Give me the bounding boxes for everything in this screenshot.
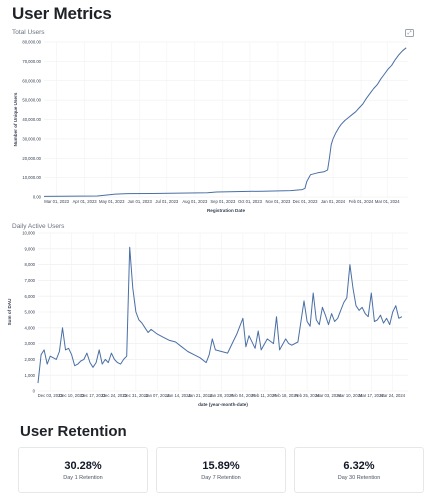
page-title: User Metrics	[12, 4, 112, 23]
y-tick-label: 9,000	[25, 246, 36, 251]
x-tick-label: Mar 01, 2023	[44, 199, 69, 204]
x-tick-label: Oct 01, 2023	[238, 199, 263, 204]
y-tick-label: 6,000	[25, 294, 36, 299]
y-tick-label: 20,000.00	[22, 156, 41, 161]
total-users-section-label: Total Users	[12, 29, 45, 36]
y-tick-label: 3,000	[25, 341, 36, 346]
x-axis-title: Registration Date	[207, 208, 245, 213]
x-tick-label: Jun 01, 2023	[128, 199, 153, 204]
y-tick-label: 80,000.00	[22, 40, 41, 45]
retention-label: Day 1 Retention	[63, 474, 103, 481]
x-tick-label: Feb 01, 2024	[349, 199, 374, 204]
x-tick-label: Dec 10, 2023	[59, 393, 85, 398]
x-tick-label: Feb 11, 2024	[252, 393, 277, 398]
x-tick-label: Jul 01, 2023	[155, 199, 178, 204]
x-tick-label: Jan 28, 2024	[209, 393, 234, 398]
x-tick-label: Feb 04, 2024	[231, 393, 256, 398]
retention-card-day1: 30.28% Day 1 Retention	[18, 447, 148, 493]
y-tick-label: 10,000.00	[22, 175, 41, 180]
y-tick-label: 1,000	[25, 373, 36, 378]
y-axis-title: Sum of DAU	[7, 298, 12, 325]
retention-label: Day 30 Retention	[337, 474, 381, 481]
x-tick-label: Dec 24, 2023	[102, 393, 128, 398]
retention-value: 30.28%	[64, 459, 102, 472]
x-tick-label: Nov 01, 2023	[265, 199, 291, 204]
y-tick-label: 4,000	[25, 325, 36, 330]
retention-cards: 30.28% Day 1 Retention 15.89% Day 7 Rete…	[18, 447, 424, 493]
retention-card-day30: 6.32% Day 30 Retention	[294, 447, 424, 493]
x-tick-label: Jan 01, 2024	[321, 199, 346, 204]
x-tick-label: Mar 17, 2024	[359, 393, 384, 398]
x-tick-label: Sep 01, 2023	[210, 199, 236, 204]
retention-card-day7: 15.89% Day 7 Retention	[156, 447, 286, 493]
x-tick-label: Jan 14, 2024	[167, 393, 192, 398]
x-tick-label: Mar 10, 2024	[338, 393, 363, 398]
x-tick-label: Mar 01, 2024	[375, 199, 400, 204]
y-tick-label: 5,000	[25, 310, 36, 315]
x-tick-label: Dec 03, 2023	[38, 393, 64, 398]
y-tick-label: 30,000.00	[22, 136, 41, 141]
x-axis-title: date (year-month-date)	[198, 402, 248, 407]
retention-value: 6.32%	[343, 459, 375, 472]
daily-active-section-label: Daily Active Users	[12, 223, 65, 230]
x-tick-label: Feb 18, 2024	[273, 393, 298, 398]
x-tick-label: Apr 01, 2023	[73, 199, 98, 204]
x-tick-label: Aug 01, 2023	[182, 199, 208, 204]
x-tick-label: Dec 17, 2023	[81, 393, 107, 398]
daily-active-users-chart: 0 1,000 2,000 3,000 4,000 5,000 6,000 7,000 8,00…	[7, 231, 408, 407]
x-tick-label: Mar 24, 2024	[380, 393, 405, 398]
retention-title: User Retention	[20, 423, 127, 440]
y-tick-label: 60,000.00	[22, 78, 41, 83]
y-tick-label: 2,000	[25, 357, 36, 362]
expand-icon[interactable]: ⤢	[405, 29, 414, 37]
retention-value: 15.89%	[202, 459, 240, 472]
y-tick-label: 50,000.00	[22, 98, 41, 103]
x-tick-label: Feb 25, 2024	[295, 393, 320, 398]
x-tick-label: May 01, 2023	[99, 199, 125, 204]
total-users-chart: 0.00 10,000.00 20,000.00 30,000.00 40,000.00…	[13, 40, 408, 213]
x-tick-label: Jan 21, 2024	[188, 393, 213, 398]
y-tick-label: 40,000.00	[22, 117, 41, 122]
y-tick-label: 10,000	[22, 231, 35, 236]
y-tick-label: 70,000.00	[22, 59, 41, 64]
x-tick-label: Dec 31, 2023	[123, 393, 149, 398]
series-line	[43, 47, 407, 197]
y-tick-label: 0	[33, 389, 36, 394]
y-tick-label: 7,000	[25, 278, 36, 283]
x-tick-label: Dec 01, 2023	[293, 199, 319, 204]
x-tick-label: Mar 03, 2024	[316, 393, 341, 398]
y-tick-label: 8,000	[25, 262, 36, 267]
y-axis-title: Number of Unique Users	[13, 92, 18, 146]
series-line	[37, 246, 403, 384]
y-tick-label: 0.00	[33, 195, 42, 200]
x-tick-label: Jan 07, 2024	[145, 393, 170, 398]
retention-label: Day 7 Retention	[201, 474, 241, 481]
